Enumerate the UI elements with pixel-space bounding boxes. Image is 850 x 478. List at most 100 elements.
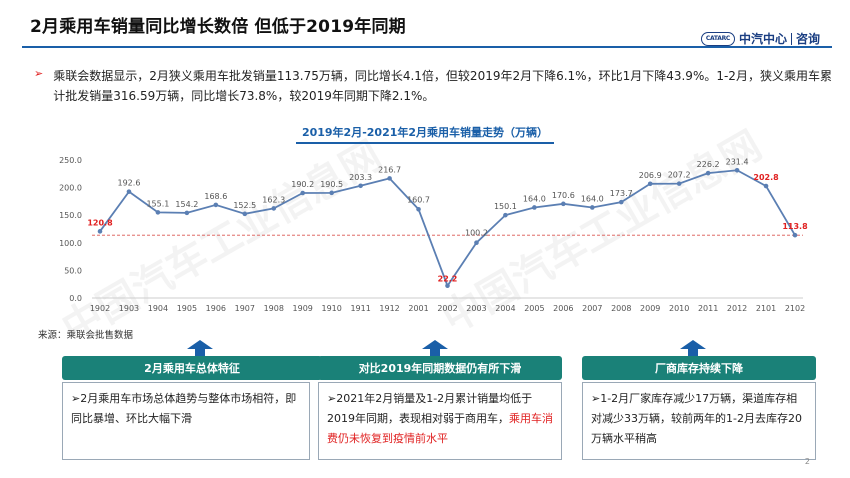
y-tick-label: 100.0 [59,239,82,248]
data-point [763,183,769,189]
y-tick-label: 150.0 [59,211,82,220]
x-tick-label: 1910 [321,304,341,313]
title-divider [22,46,832,48]
panel-heading: 2月乘用车总体特征 [62,356,322,380]
x-tick-label: 1912 [379,304,399,313]
data-label: 207.2 [668,171,691,180]
data-label: 113.8 [782,222,808,231]
data-point [213,202,219,208]
data-point [126,189,132,194]
x-tick-label: 1907 [235,304,255,313]
data-label: 152.5 [233,201,256,210]
data-point [416,206,421,212]
data-label: 120.8 [87,218,113,227]
logo-name: 中汽中心 [738,32,787,46]
x-tick-label: 1911 [350,304,370,313]
data-label: 173.7 [610,189,633,198]
data-label: 190.5 [320,180,343,189]
panel-body: ➢2月乘用车市场总体趋势与整体市场相符，即同比暴增、环比大幅下滑 [62,382,310,460]
data-point [676,181,682,186]
x-tick-label: 2001 [408,304,428,313]
data-point [647,181,653,187]
page-number: 2 [804,457,810,466]
data-point [155,210,161,215]
x-tick-label: 2006 [553,304,573,313]
x-tick-label: 1906 [206,304,226,313]
panel-heading: 对比2019年同期数据仍有所下滑 [318,356,562,380]
intro-paragraph: ➢ 乘联会数据显示，2月狭义乘用车批发销量113.75万辆，同比增长4.1倍，但… [34,66,834,106]
source-note: 来源：乘联会批售数据 [38,330,134,341]
data-point [271,206,277,211]
data-label: 170.6 [552,191,575,200]
data-label: 164.0 [523,194,546,203]
data-label: 226.2 [697,160,720,169]
data-label: 22.2 [438,275,458,284]
data-label: 190.2 [291,180,314,189]
chart-title-wrap: 2019年2月-2021年2月乘用车销量走势（万辆） [0,121,850,144]
data-label: 231.4 [726,157,749,166]
bullet-icon: ➢ [34,67,44,80]
x-tick-label: 2007 [582,304,602,313]
x-tick-label: 2003 [466,304,486,313]
panel-text: ➢2月乘用车市场总体趋势与整体市场相符，即同比暴增、环比大幅下滑 [71,392,297,425]
x-tick-label: 2011 [698,304,718,313]
intro-text: 乘联会数据显示，2月狭义乘用车批发销量113.75万辆，同比增长4.1倍，但较2… [53,69,832,103]
data-label: 162.3 [262,195,285,204]
logo-mark: CATARC [700,31,735,46]
data-point [618,199,624,205]
data-point [445,283,450,289]
x-tick-label: 2005 [524,304,544,313]
x-tick-label: 2101 [756,304,776,313]
panel-body: ➢2021年2月销量及1-2月累计销量均低于2019年同期，表现相对弱于商用车，… [318,382,562,460]
x-tick-label: 1904 [148,304,168,313]
data-label: 206.9 [639,171,662,180]
data-label: 160.7 [407,195,430,204]
data-point [561,201,566,207]
data-point [734,167,740,173]
data-label: 203.3 [349,173,372,182]
data-label: 202.8 [753,173,779,182]
panel-text: ➢1-2月厂家库存减少17万辆，渠道库存相对减少33万辆，较前两年的1-2月去库… [591,392,802,445]
data-point [705,170,711,176]
data-point [589,205,595,210]
page-title: 2月乘用车销量同比增长数倍 但低于2019年同期 [30,17,406,37]
x-tick-label: 1903 [119,304,139,313]
chart-title: 2019年2月-2021年2月乘用车销量走势（万辆） [295,124,555,144]
logo-sub: 咨询 [795,32,820,46]
y-tick-label: 50.0 [64,266,82,275]
data-label: 192.6 [118,179,141,188]
x-tick-label: 2009 [640,304,660,313]
panel-heading: 厂商库存持续下降 [582,356,816,380]
data-label: 216.7 [378,165,401,174]
data-point [97,229,103,234]
x-tick-label: 1902 [90,304,110,313]
panel-body: ➢1-2月厂家库存减少17万辆，渠道库存相对减少33万辆，较前两年的1-2月去库… [582,382,816,460]
x-tick-label: 2102 [785,304,805,313]
x-tick-label: 2008 [611,304,631,313]
x-tick-label: 1905 [177,304,197,313]
x-tick-label: 1908 [264,304,284,313]
x-tick-label: 1909 [293,304,313,313]
data-point [184,210,190,216]
x-tick-label: 2010 [669,304,689,313]
data-point [300,190,306,196]
data-point [387,176,392,181]
data-point [792,232,798,238]
y-tick-label: 0.0 [69,294,82,303]
panel-emphasis: 乘用车消费仍未恢复到疫情前水平 [327,412,553,445]
x-tick-label: 2012 [727,304,747,313]
data-point [242,211,248,217]
data-label: 164.0 [581,194,604,203]
y-tick-label: 200.0 [59,184,82,193]
data-point [503,212,508,218]
data-label: 100.2 [465,229,488,238]
sales-line-chart: 0.0 50.0 100.0 150.0 200.0 250.0 1902 1903 1904 1… [59,156,808,313]
data-point [532,205,537,210]
data-label: 150.1 [494,202,517,211]
data-label: 154.2 [175,200,198,209]
data-label: 168.6 [204,192,227,201]
data-point [358,183,363,189]
data-point [329,190,334,196]
panel-text: ➢2021年2月销量及1-2月累计销量均低于2019年同期，表现相对弱于商用车， [327,392,533,425]
y-tick-label: 250.0 [59,156,82,165]
